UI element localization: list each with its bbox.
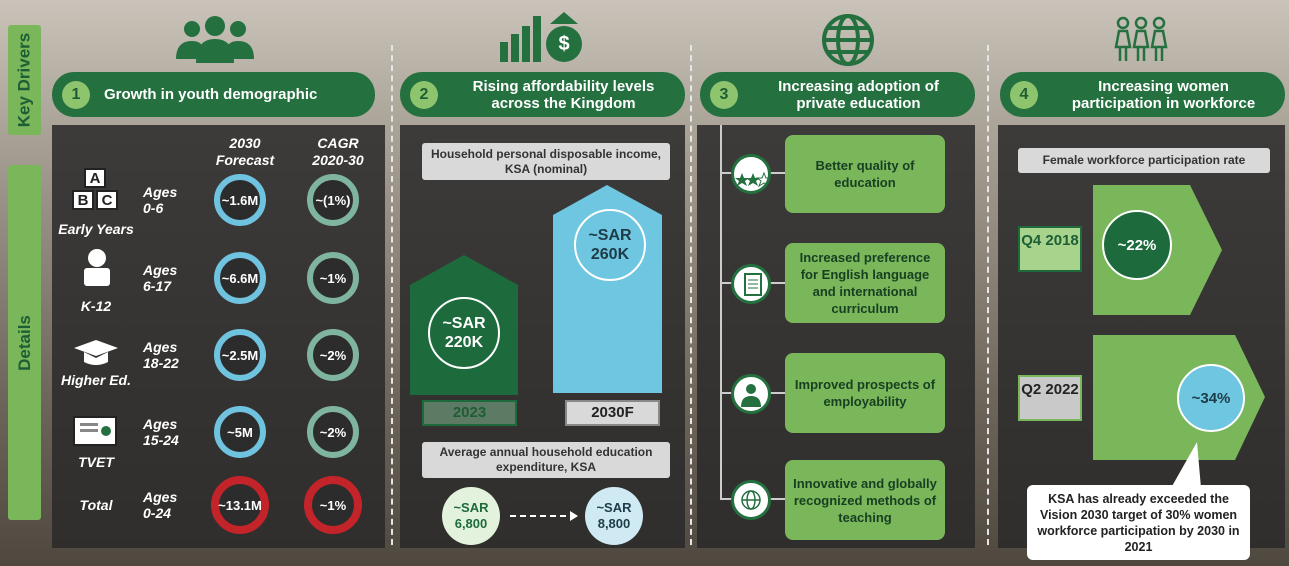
details-text: Details (15, 315, 35, 371)
segment-label: Higher Ed. (52, 372, 140, 388)
ages-label: Ages 6-17 (143, 262, 189, 294)
ages-label: Ages 18-22 (143, 339, 189, 371)
rate-circle: ~34% (1177, 364, 1245, 432)
page: {"sidebar":{"key_drivers":"Key Drivers",… (0, 0, 1289, 566)
document-icon (731, 264, 771, 304)
ages-label: Ages 15-24 (143, 416, 189, 448)
expenditure-circle: ~SAR 6,800 (442, 487, 500, 545)
note-box: KSA has already exceeded the Vision 2030… (1027, 485, 1250, 560)
student-icon (80, 248, 114, 288)
stars-icon (731, 154, 771, 194)
driver-title: 4 Increasing women participation in workf… (1000, 72, 1285, 117)
people-icon (170, 15, 260, 65)
arrow (508, 508, 580, 524)
cagr-circle: ~2% (307, 329, 359, 381)
forecast-circle: ~6.6M (214, 252, 266, 304)
block-letter: B (72, 190, 94, 210)
segment-label: Total (52, 497, 140, 513)
separator (987, 45, 989, 545)
segment-label: TVET (52, 454, 140, 470)
separator (690, 45, 692, 545)
driver-title: 3 Increasing adoption of private educatio… (700, 72, 975, 117)
income-circle: ~SAR 220K (428, 297, 500, 369)
forecast-circle: ~2.5M (214, 329, 266, 381)
svg-text:$: $ (558, 33, 569, 55)
driver-title-text: Increasing women participation in workfo… (1052, 78, 1275, 112)
key-drivers-text: Key Drivers (15, 33, 35, 128)
driver-title-text: Rising affordability levels across the K… (452, 78, 675, 112)
separator (391, 45, 393, 545)
benefit-box: Better quality of education (785, 135, 945, 213)
forecast-circle: ~13.1M (211, 476, 269, 534)
year-label: 2030F (565, 400, 660, 426)
forecast-circle: ~1.6M (214, 174, 266, 226)
driver-number: 4 (1010, 81, 1038, 109)
benefit-box: Innovative and globally recognized metho… (785, 460, 945, 540)
ages-label: Ages 0-24 (143, 489, 189, 521)
certificate-icon (72, 415, 118, 447)
segment-label: Early Years (52, 221, 140, 237)
employee-icon (731, 374, 771, 414)
column-header: 2030 Forecast (205, 135, 285, 169)
details-label: Details (8, 165, 41, 520)
driver-title: 2 Rising affordability levels across the … (400, 72, 685, 117)
globe-icon (820, 12, 876, 68)
forecast-circle: ~5M (214, 406, 266, 458)
note-pointer (1165, 440, 1205, 490)
cagr-circle: ~2% (307, 406, 359, 458)
expenditure-circle: ~SAR 8,800 (585, 487, 643, 545)
key-drivers-label: Key Drivers (8, 25, 41, 135)
driver-title-text: Increasing adoption of private education (752, 78, 965, 112)
connector (720, 125, 722, 500)
graduation-icon (72, 338, 120, 368)
house-shapes (405, 180, 670, 400)
rate-caption: Female workforce participation rate (1018, 148, 1270, 173)
driver-number: 3 (710, 81, 738, 109)
cagr-circle: ~1% (304, 476, 362, 534)
block-letter: C (96, 190, 118, 210)
year-label: 2023 (422, 400, 517, 426)
driver-title-text: Growth in youth demographic (104, 86, 365, 103)
benefit-box: Increased preference for English languag… (785, 243, 945, 323)
driver-title: 1 Growth in youth demographic (52, 72, 375, 117)
expenditure-caption: Average annual household education expen… (422, 442, 670, 478)
cagr-circle: ~(1%) (307, 174, 359, 226)
column-header: CAGR 2020-30 (298, 135, 378, 169)
period-label: Q4 2018 (1018, 226, 1082, 272)
benefit-box: Improved prospects of employability (785, 353, 945, 433)
cagr-circle: ~1% (307, 252, 359, 304)
abc-blocks-icon: A B C (72, 168, 120, 212)
driver-number: 1 (62, 81, 90, 109)
income-circle: ~SAR 260K (574, 209, 646, 281)
income-caption: Household personal disposable income, KS… (422, 143, 670, 180)
chart-icon: $ (498, 12, 588, 67)
segment-label: K-12 (52, 298, 140, 314)
period-label: Q2 2022 (1018, 375, 1082, 421)
globe-small-icon (731, 480, 771, 520)
women-icon (1113, 15, 1169, 65)
rate-circle: ~22% (1102, 210, 1172, 280)
block-letter: A (84, 168, 106, 188)
driver-number: 2 (410, 81, 438, 109)
ages-label: Ages 0-6 (143, 184, 189, 216)
